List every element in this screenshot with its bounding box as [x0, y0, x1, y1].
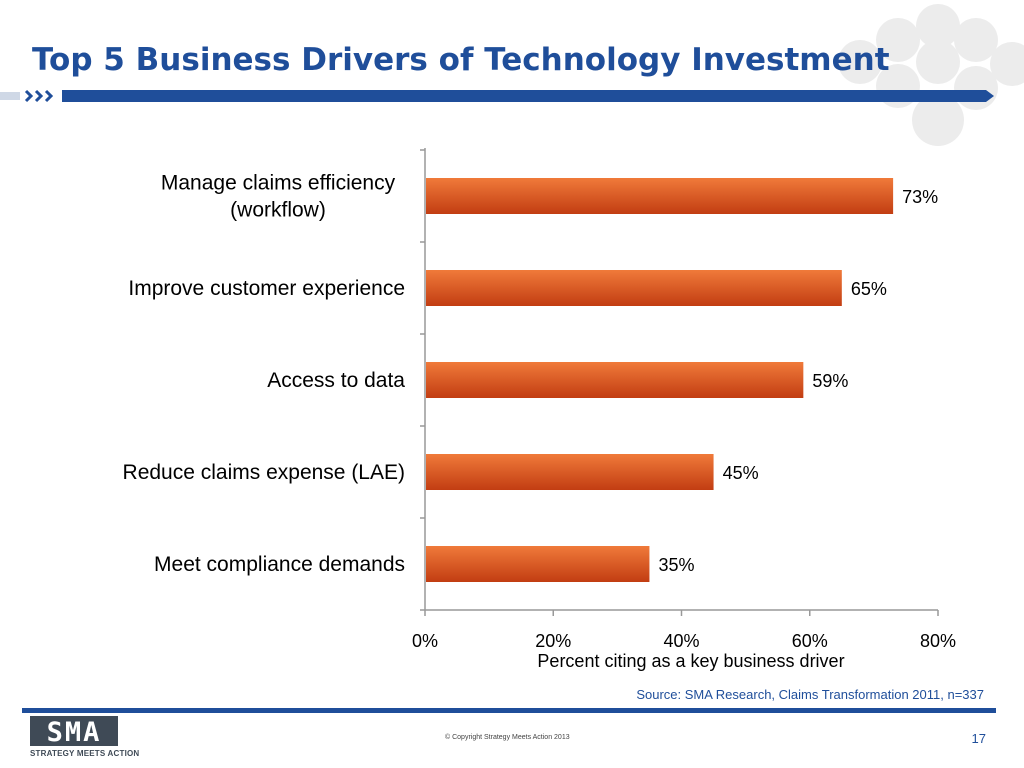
data-label: 59%	[812, 371, 848, 391]
sma-logo: SMA	[30, 716, 118, 746]
x-tick-label: 0%	[412, 631, 438, 651]
category-label: Reduce claims expense (LAE)	[123, 461, 405, 484]
bar	[426, 546, 650, 582]
title-underline-bar	[0, 89, 994, 103]
data-label: 65%	[851, 279, 887, 299]
data-label: 35%	[658, 555, 694, 575]
x-axis-label: Percent citing as a key business driver	[537, 651, 844, 671]
svg-text:SMA: SMA	[47, 717, 102, 746]
category-label: Improve customer experience	[128, 277, 405, 300]
source-note: Source: SMA Research, Claims Transformat…	[636, 687, 984, 702]
bar	[426, 454, 714, 490]
x-tick-label: 80%	[920, 631, 956, 651]
footer-divider	[22, 708, 996, 713]
bar-chart: 73% Manage claims efficiency (workflow) 65%…	[123, 148, 956, 671]
bar	[426, 270, 842, 306]
page-number: 17	[971, 731, 986, 746]
x-tick-label: 40%	[663, 631, 699, 651]
copyright-text: © Copyright Strategy Meets Action 2013	[445, 734, 570, 741]
category-label: Manage claims efficiency (workflow)	[161, 172, 396, 222]
slide-title: Top 5 Business Drivers of Technology Inv…	[32, 42, 890, 78]
logo-tagline: STRATEGY MEETS ACTION	[30, 749, 140, 758]
bar	[426, 178, 894, 214]
chevron-arrows-icon	[24, 89, 44, 103]
bar	[426, 362, 804, 398]
category-label: Meet compliance demands	[154, 553, 405, 576]
data-label: 73%	[902, 187, 938, 207]
data-label: 45%	[723, 463, 759, 483]
category-label: Access to data	[267, 369, 405, 392]
x-tick-label: 20%	[535, 631, 571, 651]
x-tick-label: 60%	[792, 631, 828, 651]
